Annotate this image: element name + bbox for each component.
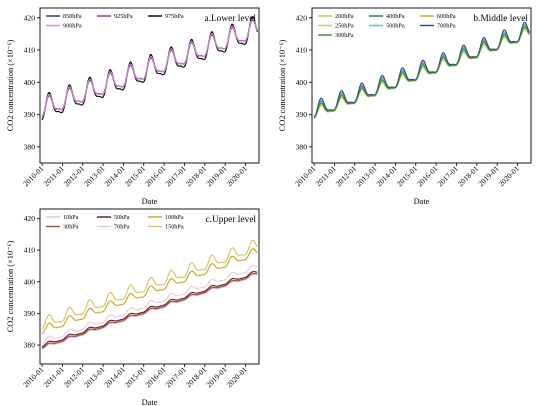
x-tick-label: 2019-01 xyxy=(476,164,500,188)
legend-label: 925hPa xyxy=(114,13,133,20)
plot-frame xyxy=(39,7,260,164)
x-tick-label: 2016-01 xyxy=(143,365,167,389)
x-tick-label: 2010-01 xyxy=(21,365,45,389)
series-line-975hPa xyxy=(41,16,258,121)
panel-label: b.Middle level xyxy=(473,14,528,24)
x-tick-label: 2019-01 xyxy=(204,365,228,389)
y-tick-label: 410 xyxy=(24,246,36,255)
x-tick-label: 2011-01 xyxy=(42,164,66,188)
legend-label: 400hPa xyxy=(386,13,405,20)
x-tick-label: 2012-01 xyxy=(334,164,358,188)
x-tick-label: 2018-01 xyxy=(184,365,208,389)
series-line-100hPa xyxy=(41,248,258,335)
panel-label: a.Lower level xyxy=(204,14,256,24)
y-axis-title: CO2 concentration (×10⁻⁶) xyxy=(278,39,287,131)
x-tick-label: 2015-01 xyxy=(123,164,147,188)
x-tick-label: 2013-01 xyxy=(82,365,106,389)
x-axis-title: Date xyxy=(142,398,158,406)
series-line-150hPa xyxy=(41,239,258,330)
x-tick-label: 2014-01 xyxy=(103,164,127,188)
panel-b: 380 390 400 410 420 2010-012011-012012-012013… xyxy=(278,7,532,206)
x-tick-label: 2016-01 xyxy=(143,164,167,188)
x-tick-label: 2012-01 xyxy=(62,365,86,389)
legend-label: 975hPa xyxy=(165,13,184,20)
legend-label: 10hPa xyxy=(63,214,79,221)
y-tick-label: 400 xyxy=(24,277,36,286)
x-tick-label: 2015-01 xyxy=(123,365,147,389)
x-tick-label: 2011-01 xyxy=(42,365,66,389)
y-tick-label: 380 xyxy=(24,341,36,350)
legend-label: 850hPa xyxy=(63,13,82,20)
y-tick-label: 380 xyxy=(24,142,36,151)
x-tick-label: 2019-01 xyxy=(204,164,228,188)
legend-label: 700hPa xyxy=(437,23,456,30)
series-line-30hPa xyxy=(41,272,258,349)
y-tick-label: 400 xyxy=(296,78,308,87)
x-tick-label: 2014-01 xyxy=(103,365,127,389)
x-axis-title: Date xyxy=(414,197,430,206)
x-tick-label: 2013-01 xyxy=(354,164,378,188)
x-axis-title: Date xyxy=(142,197,158,206)
legend-label: 150hPa xyxy=(165,224,184,231)
x-tick-label: 2014-01 xyxy=(375,164,399,188)
x-tick-label: 2012-01 xyxy=(62,164,86,188)
y-tick-label: 420 xyxy=(24,13,36,22)
x-tick-label: 2013-01 xyxy=(82,164,106,188)
legend-label: 100hPa xyxy=(165,214,184,221)
x-tick-label: 2017-01 xyxy=(436,164,460,188)
y-tick-label: 400 xyxy=(24,78,36,87)
series-line-850hPa xyxy=(41,19,258,118)
x-tick-label: 2017-01 xyxy=(164,365,188,389)
x-tick-label: 2020-01 xyxy=(225,365,249,389)
legend-label: 70hPa xyxy=(114,224,130,231)
y-axis-title: CO2 concentration (×10⁻⁶) xyxy=(6,39,15,131)
legend-label: 300hPa xyxy=(335,32,354,39)
legend-label: 600hPa xyxy=(437,13,456,20)
legend-label: 250hPa xyxy=(335,23,354,30)
y-axis-title: CO2 concentration (×10⁻⁶) xyxy=(6,240,15,332)
y-tick-label: 420 xyxy=(296,13,308,22)
legend-label: 500hPa xyxy=(386,23,405,30)
y-tick-label: 390 xyxy=(296,110,308,119)
panel-c: 380 390 400 410 420 2010-012011-012012-012013… xyxy=(6,208,260,406)
y-tick-label: 390 xyxy=(24,309,36,318)
y-tick-label: 410 xyxy=(296,46,308,55)
x-tick-label: 2020-01 xyxy=(497,164,521,188)
legend-label: 50hPa xyxy=(114,214,130,221)
x-tick-label: 2020-01 xyxy=(225,164,249,188)
x-tick-label: 2016-01 xyxy=(415,164,439,188)
series-line-300hPa xyxy=(313,26,530,119)
x-tick-label: 2010-01 xyxy=(293,164,317,188)
series-line-900hPa xyxy=(41,17,258,118)
series-line-200hPa xyxy=(313,29,530,119)
series-line-250hPa xyxy=(313,27,530,119)
legend-label: 30hPa xyxy=(63,224,79,231)
y-tick-label: 420 xyxy=(24,214,36,223)
y-tick-label: 390 xyxy=(24,110,36,119)
y-tick-label: 380 xyxy=(296,142,308,151)
legend-label: 200hPa xyxy=(335,13,354,20)
plot-frame xyxy=(311,7,532,164)
series-line-700hPa xyxy=(313,21,530,118)
x-tick-label: 2017-01 xyxy=(164,164,188,188)
series-line-70hPa xyxy=(41,264,258,345)
y-tick-label: 410 xyxy=(24,46,36,55)
panel-a: 380 390 400 410 420 2010-012011-012012-012013… xyxy=(6,7,260,206)
series-line-50hPa xyxy=(41,271,258,348)
panel-label: c.Upper level xyxy=(206,215,257,225)
x-tick-label: 2018-01 xyxy=(184,164,208,188)
x-tick-label: 2010-01 xyxy=(21,164,45,188)
x-tick-label: 2018-01 xyxy=(456,164,480,188)
legend-label: 900hPa xyxy=(63,23,82,30)
plot-frame xyxy=(39,208,260,365)
x-tick-label: 2015-01 xyxy=(395,164,419,188)
series-line-10hPa xyxy=(41,273,258,350)
x-tick-label: 2011-01 xyxy=(314,164,338,188)
